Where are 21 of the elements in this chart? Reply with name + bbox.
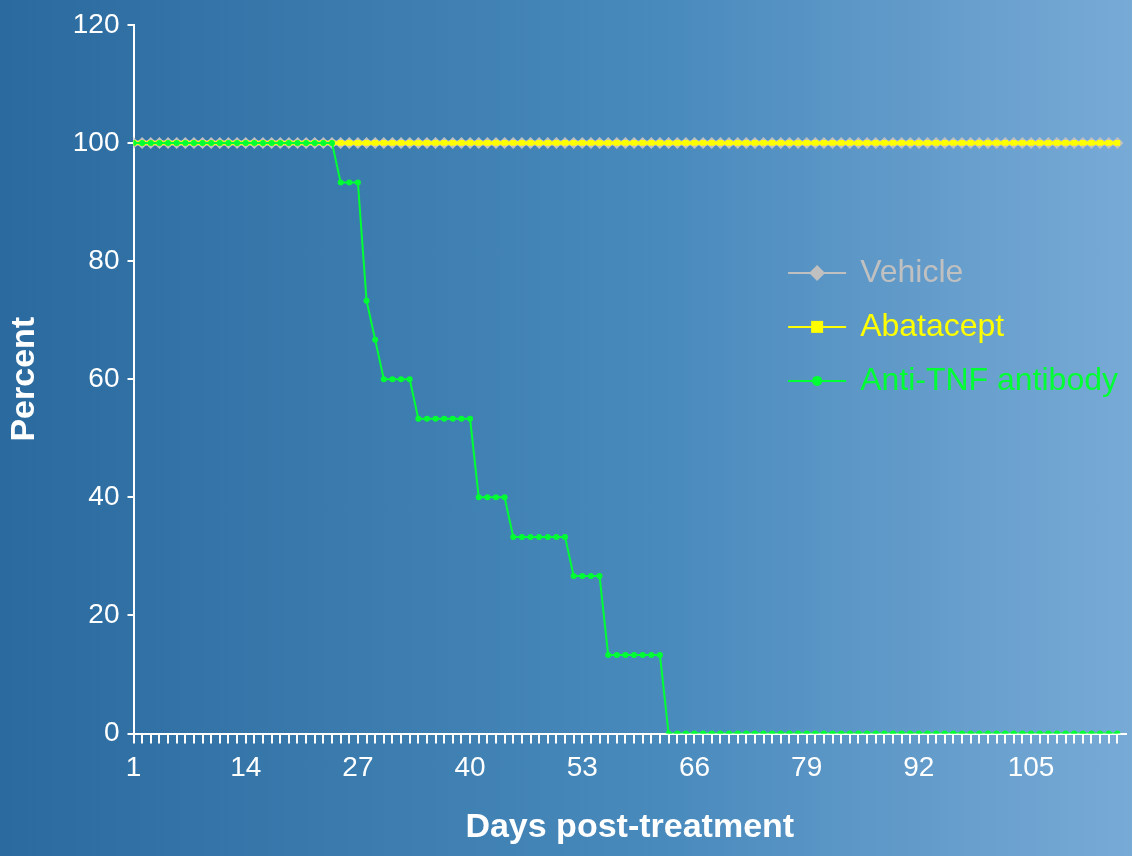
- x-axis-title: Days post-treatment: [465, 805, 795, 844]
- y-axis-title: Percent: [2, 316, 41, 442]
- y-tick-label: 20: [88, 598, 120, 630]
- y-tick-label: 100: [72, 125, 120, 157]
- y-tick-label: 40: [88, 480, 120, 512]
- x-tick-label: 1: [125, 751, 142, 783]
- x-tick-label: 53: [566, 751, 598, 783]
- x-tick-label: 79: [791, 751, 823, 783]
- x-tick-label: 14: [230, 751, 262, 783]
- x-tick-label: 66: [678, 751, 711, 783]
- y-tick-label: 0: [103, 716, 120, 748]
- x-tick-label: 27: [342, 751, 374, 783]
- x-tick-label: 92: [903, 751, 935, 783]
- legend-label: Anti-TNF antibody: [860, 360, 1118, 397]
- x-tick-label: 40: [454, 751, 486, 783]
- legend-label: Vehicle: [860, 252, 964, 289]
- y-tick-label: 80: [88, 243, 120, 275]
- y-tick-label: 120: [72, 7, 120, 39]
- legend-label: Abatacept: [860, 306, 1005, 343]
- x-tick-label: 105: [1007, 751, 1055, 783]
- y-tick-label: 60: [88, 361, 120, 393]
